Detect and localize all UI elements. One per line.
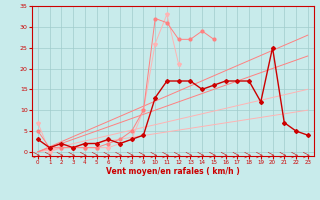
X-axis label: Vent moyen/en rafales ( km/h ): Vent moyen/en rafales ( km/h ) bbox=[106, 167, 240, 176]
